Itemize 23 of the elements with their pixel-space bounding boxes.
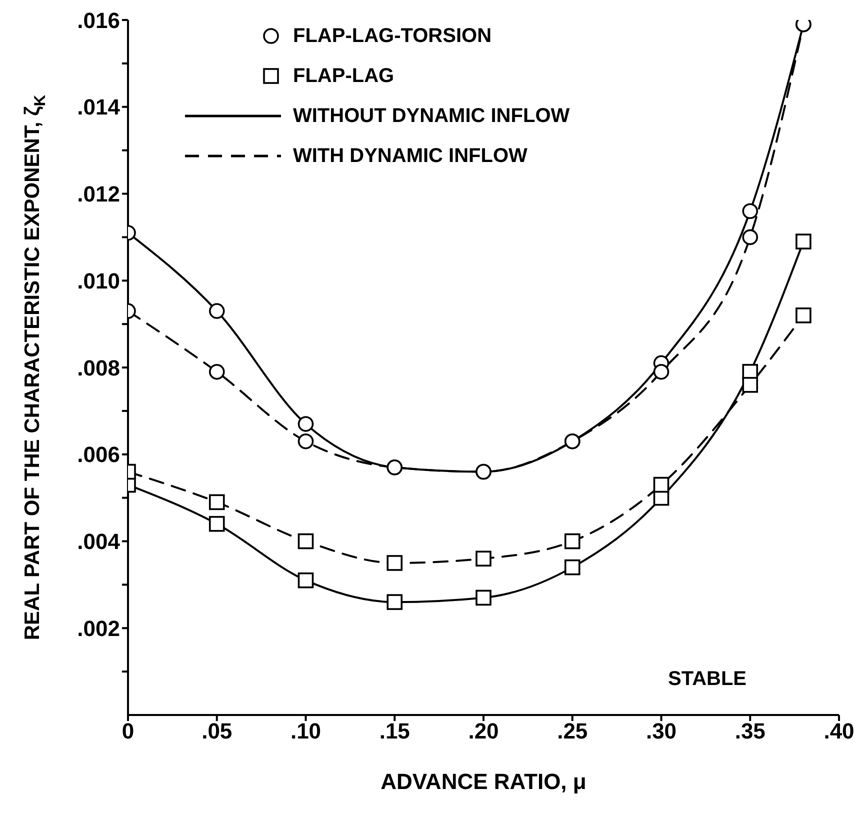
y-tick-label: .016 <box>77 8 120 33</box>
y-tick-label: .006 <box>77 442 120 468</box>
x-tick-label: .05 <box>202 718 232 744</box>
x-tick-label: 0 <box>122 718 134 744</box>
x-tick-label: .30 <box>646 718 677 744</box>
legend-label: FLAP-LAG-TORSION <box>293 24 492 49</box>
annotation: STABLE <box>668 668 747 691</box>
legend-label: FLAP-LAG <box>293 64 394 89</box>
x-tick-label: .15 <box>379 718 410 744</box>
annotation: WITH DYNAMIC INFLOW <box>293 144 528 169</box>
x-axis-title: ADVANCE RATIO, μ <box>380 769 586 794</box>
y-tick-label: .004 <box>77 529 121 554</box>
y-tick-label: .002 <box>77 616 120 641</box>
y-tick-label: .014 <box>77 94 121 120</box>
y-tick-label: .010 <box>77 268 120 294</box>
y-tick-label: .008 <box>77 355 120 380</box>
x-tick-label: .35 <box>734 718 766 744</box>
x-tick-label: .10 <box>290 718 322 744</box>
x-tick-label: .20 <box>468 718 499 744</box>
annotation: WITHOUT DYNAMIC INFLOW <box>293 104 570 129</box>
x-tick-label: .25 <box>557 718 588 744</box>
y-tick-label: .012 <box>77 182 120 207</box>
x-tick-label: .40 <box>824 718 854 744</box>
